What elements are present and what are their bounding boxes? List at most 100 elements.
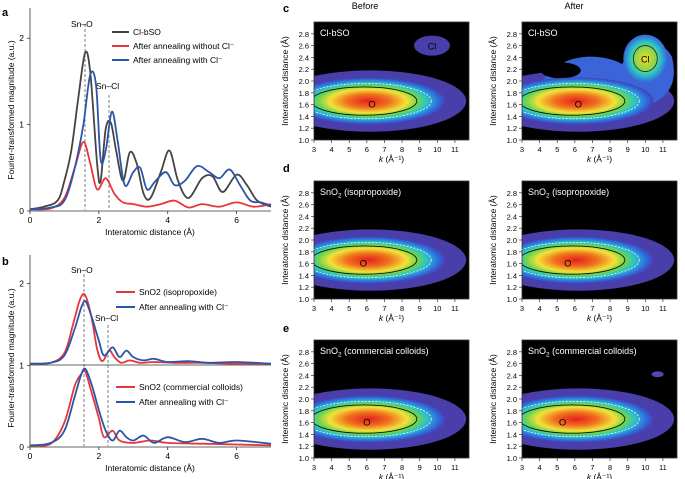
contour-ytick-label: 1.6 — [507, 419, 517, 428]
contour-title: SnO2 (commercial colloids) — [528, 346, 637, 359]
contour-ytick-label: 1.2 — [507, 442, 517, 451]
contour-title: Cl-bSO — [528, 28, 558, 38]
panel-letter-d: d — [283, 163, 290, 175]
o-feature — [522, 395, 654, 443]
contour-solid — [522, 404, 626, 434]
contour-xtick-label: 4 — [330, 145, 334, 154]
contour-ytick-label: 2.0 — [507, 77, 517, 86]
contour-xtick-label: 8 — [608, 463, 612, 472]
contour-ytick-label: 2.6 — [299, 42, 309, 51]
contour-xtick-label: 10 — [433, 304, 441, 313]
panel-b: 0 1 2 0 2 4 6 Fourier-transformed magnitude (a… — [6, 255, 271, 473]
contour-xtick-label: 4 — [330, 463, 334, 472]
b-ytick-label: 1 — [19, 360, 24, 370]
contour-title: Cl-bSO — [320, 28, 350, 38]
contour-ytick-label: 1.8 — [507, 89, 517, 98]
contour-ytick-label: 2.2 — [299, 65, 309, 74]
contour-xtick-label: 3 — [312, 145, 316, 154]
contour-ytick-label: 1.4 — [507, 430, 517, 439]
contour-ytick-label: 2.4 — [507, 212, 517, 221]
contour-ytick-label: 1.0 — [299, 454, 309, 463]
panel-b-annotation-sncl: Sn–Cl — [95, 313, 118, 323]
header-after: After — [564, 1, 583, 11]
legend-b-with-cl-top: After annealing with Cl⁻ — [139, 302, 229, 312]
contour-ytick-label: 2.4 — [299, 212, 309, 221]
contour-xtick-label: 7 — [382, 304, 386, 313]
cl-feature — [623, 34, 668, 83]
b-ytick-label: 2 — [19, 279, 24, 289]
contour-xtick-label: 5 — [347, 304, 351, 313]
contour-xtick-label: 5 — [555, 145, 559, 154]
panel-letter-c: c — [283, 3, 289, 15]
contour-ytick-label: 1.0 — [299, 136, 309, 145]
panel-letter-a: a — [2, 7, 9, 19]
contour-xlabel: k (Å⁻¹) — [587, 472, 612, 479]
contour-xlabel: k (Å⁻¹) — [379, 472, 404, 479]
a-xtick-label: 0 — [28, 215, 33, 225]
o-feature — [314, 395, 446, 443]
contour-xtick-label: 11 — [451, 145, 459, 154]
contour-c-before: O Cl Cl-bSO 1.0 1.2 1.4 1.6 1.8 2.0 2.2 2.4 2.6 2.8 3… — [280, 21, 470, 164]
contour-ytick-label: 1.6 — [507, 260, 517, 269]
panel-letter-b: b — [2, 256, 9, 268]
panel-a-annotation-sno: Sn–O — [71, 19, 93, 29]
contour-xlabel: k (Å⁻¹) — [379, 154, 404, 164]
legend-a-clbso: Cl-bSO — [133, 27, 161, 37]
cavity — [540, 62, 581, 79]
a-series-3 — [30, 70, 271, 211]
contour-ytick-label: 2.6 — [299, 201, 309, 210]
contour-xtick-label: 9 — [418, 145, 422, 154]
contour-dashed — [522, 242, 640, 279]
cl-label: Cl — [641, 55, 650, 65]
contour-xtick-label: 3 — [312, 304, 316, 313]
contour-ytick-label: 1.2 — [507, 124, 517, 133]
panel-b-annotation-sno: Sn–O — [71, 265, 93, 275]
contour-xtick-label: 4 — [538, 304, 542, 313]
contour-ytick-label: 2.4 — [299, 53, 309, 62]
legend-b-isopropoxide: SnO2 (isopropoxide) — [139, 287, 217, 297]
contour-xtick-label: 6 — [365, 463, 369, 472]
contour-ytick-label: 1.6 — [299, 419, 309, 428]
contour-ytick-label: 2.6 — [299, 360, 309, 369]
panel-b-ylabel: Fourier-transformed magnitude (a.u.) — [6, 288, 16, 428]
contour-xtick-label: 5 — [347, 145, 351, 154]
contour-xtick-label: 10 — [641, 463, 649, 472]
b-xtick-label: 0 — [28, 451, 33, 461]
legend-a-with-cl: After annealing with Cl⁻ — [133, 55, 223, 65]
panel-a-annotation-sncl: Sn–Cl — [96, 81, 119, 91]
contour-ytick-label: 2.6 — [507, 42, 517, 51]
contour-ylabel: Interatomic distance (Å) — [280, 354, 290, 444]
contour-ytick-label: 2.0 — [507, 395, 517, 404]
contour-ytick-label: 2.0 — [299, 236, 309, 245]
contour-ytick-label: 1.8 — [507, 248, 517, 257]
contour-ytick-label: 2.4 — [507, 371, 517, 380]
contour-ytick-label: 2.0 — [299, 77, 309, 86]
a-xtick-label: 6 — [234, 215, 239, 225]
cl-feature — [651, 371, 664, 378]
contour-ylabel: Interatomic distance (Å) — [280, 36, 290, 126]
contour-xtick-label: 4 — [538, 145, 542, 154]
contour-xtick-label: 7 — [590, 145, 594, 154]
contour-xtick-label: 5 — [347, 463, 351, 472]
contour-ytick-label: 1.8 — [299, 407, 309, 416]
cl-feature — [414, 35, 451, 56]
b-series-4 — [30, 367, 271, 447]
contour-ytick-label: 1.8 — [299, 248, 309, 257]
contour-ytick-label: 1.0 — [507, 295, 517, 304]
b-series-3 — [30, 368, 271, 447]
contour-ylabel: Interatomic distance (Å) — [488, 195, 498, 285]
contour-ytick-label: 1.2 — [299, 124, 309, 133]
contour-xtick-label: 7 — [590, 463, 594, 472]
contour-xtick-label: 11 — [451, 304, 459, 313]
contour-dashed — [314, 242, 432, 279]
a-series-1 — [30, 50, 271, 211]
contour-e-before: O SnO2 (commercial colloids) 1.0 1.2 1.4 1.6 1… — [280, 339, 470, 479]
contour-ytick-label: 2.4 — [299, 371, 309, 380]
panel-letter-e: e — [283, 323, 289, 335]
o-feature — [522, 77, 654, 125]
cl-contour — [632, 45, 658, 72]
contour-xtick-label: 5 — [555, 304, 559, 313]
b-series-2 — [30, 300, 271, 365]
o-label: O — [564, 258, 571, 269]
